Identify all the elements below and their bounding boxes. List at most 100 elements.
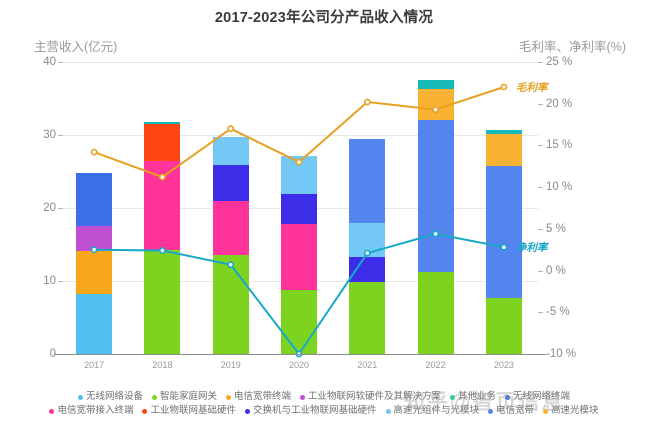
bar-segment[interactable] xyxy=(212,137,249,165)
bar-segment[interactable] xyxy=(144,250,181,354)
bar-segment[interactable] xyxy=(417,120,454,272)
y-tick-label-left: 40 xyxy=(12,56,63,68)
legend-label: 高速光组件与光模块 xyxy=(393,405,480,416)
gridline xyxy=(60,135,538,136)
y-tick-label-right: 10 % xyxy=(538,181,608,193)
legend-label: 交换机与工业物联网基础硬件 xyxy=(252,405,377,416)
legend-swatch-icon xyxy=(49,408,55,414)
series-inline-label: 净利率 xyxy=(515,242,548,255)
line-data-point[interactable] xyxy=(432,106,439,113)
y-axis-left-title: 主营收入(亿元) xyxy=(34,40,118,54)
gridline xyxy=(60,62,538,63)
bar-segment[interactable] xyxy=(212,200,249,256)
line-data-point[interactable] xyxy=(90,148,98,156)
bar-segment[interactable] xyxy=(485,129,522,135)
legend-swatch-icon xyxy=(505,394,511,400)
legend-item[interactable]: 电信宽带终端 xyxy=(225,390,291,404)
legend-swatch-icon xyxy=(385,408,391,414)
bar-column[interactable] xyxy=(281,62,317,354)
line-data-point[interactable] xyxy=(500,243,508,251)
x-tick-label: 2021 xyxy=(357,360,378,370)
bar-segment[interactable] xyxy=(349,282,386,354)
legend-label: 电信宽带 xyxy=(496,405,535,416)
bar-segment[interactable] xyxy=(485,134,522,167)
line-data-point[interactable] xyxy=(90,246,98,254)
legend-item[interactable]: 电信宽带 xyxy=(488,404,534,418)
legend-swatch-icon xyxy=(543,408,549,414)
legend-swatch-icon xyxy=(77,394,83,400)
bar-segment[interactable] xyxy=(76,294,113,354)
line-data-point[interactable] xyxy=(159,247,166,254)
legend: 无线网络设备 智能家庭网关 电信宽带终端 工业物联网软硬件及其解决方案 其他业务 无线网络… xyxy=(0,390,648,418)
bar-segment[interactable] xyxy=(144,124,181,162)
y-tick-label-left: 30 xyxy=(12,129,63,141)
bar-segment[interactable] xyxy=(281,194,317,225)
bar-column[interactable] xyxy=(212,62,249,354)
legend-label: 智能家庭网关 xyxy=(159,391,217,402)
line-series-group xyxy=(90,83,508,358)
bar-segment[interactable] xyxy=(417,80,454,89)
legend-swatch-icon xyxy=(225,394,231,400)
legend-row-1: 无线网络设备 智能家庭网关 电信宽带终端 工业物联网软硬件及其解决方案 其他业务 无线网络… xyxy=(0,390,648,404)
legend-swatch-icon xyxy=(151,394,157,400)
bar-column[interactable] xyxy=(76,62,113,354)
legend-label: 电信宽带终端 xyxy=(233,391,291,402)
legend-swatch-icon xyxy=(142,408,148,414)
line-data-point[interactable] xyxy=(159,173,166,181)
y-tick-label-right: -10 % xyxy=(538,348,608,360)
line-data-point[interactable] xyxy=(500,83,508,91)
bar-column[interactable] xyxy=(485,62,522,354)
legend-item[interactable]: 高速光组件与光模块 xyxy=(385,404,480,418)
legend-item[interactable]: 智能家庭网关 xyxy=(151,390,217,404)
bar-column[interactable] xyxy=(349,62,386,354)
line-data-point[interactable] xyxy=(363,249,371,257)
legend-item[interactable]: 电信宽带接入终端 xyxy=(49,404,133,418)
y-tick-label-left: 20 xyxy=(12,202,63,214)
legend-item[interactable]: 无线网络终端 xyxy=(505,390,570,404)
line-path xyxy=(94,232,505,355)
legend-item[interactable]: 交换机与工业物联网基础硬件 xyxy=(244,404,377,418)
legend-label: 工业物联网基础硬件 xyxy=(150,405,236,416)
bar-segment[interactable] xyxy=(485,166,522,298)
y-tick-label-right: 5 % xyxy=(538,223,608,235)
x-tick-label: 2019 xyxy=(220,360,241,370)
x-tick-label: 2023 xyxy=(493,360,514,370)
bar-segment[interactable] xyxy=(281,289,317,354)
x-tick-label: 2022 xyxy=(425,360,446,370)
y-tick-label-right: 20 % xyxy=(538,98,608,110)
legend-item[interactable]: 工业物联网软硬件及其解决方案 xyxy=(300,390,441,404)
y-tick-label-right: 25 % xyxy=(538,56,608,68)
bar-segment[interactable] xyxy=(76,172,113,226)
bar-segment[interactable] xyxy=(144,121,181,125)
x-tick-label: 2020 xyxy=(288,360,310,370)
bar-segment[interactable] xyxy=(417,271,454,354)
y-axis-right-title: 毛利率、净利率(%) xyxy=(519,40,626,54)
bar-segment[interactable] xyxy=(349,139,386,223)
bar-segment[interactable] xyxy=(212,164,249,201)
legend-label: 无线网络终端 xyxy=(513,391,571,402)
legend-row-2: 电信宽带接入终端 工业物联网基础硬件 交换机与工业物联网基础硬件 高速光组件与光模块 电… xyxy=(0,404,648,418)
bar-segment[interactable] xyxy=(76,251,113,295)
legend-swatch-icon xyxy=(488,408,494,414)
bar-segment[interactable] xyxy=(212,255,249,354)
line-data-point[interactable] xyxy=(432,230,439,238)
chart-title: 2017-2023年公司分产品收入情况 xyxy=(214,10,434,26)
legend-swatch-icon xyxy=(450,394,456,400)
legend-item[interactable]: 工业物联网基础硬件 xyxy=(142,404,236,418)
line-data-point[interactable] xyxy=(227,125,235,133)
bar-segment[interactable] xyxy=(281,224,317,290)
line-data-point[interactable] xyxy=(295,158,303,166)
y-tick-label-left: 10 xyxy=(12,275,63,287)
legend-item[interactable]: 无线网络设备 xyxy=(77,390,143,404)
legend-label: 工业物联网软硬件及其解决方案 xyxy=(308,391,442,402)
y-tick-label-right: 0 % xyxy=(538,265,608,277)
legend-item[interactable]: 高速光模块 xyxy=(543,404,599,418)
line-data-point[interactable] xyxy=(363,98,371,106)
line-data-point[interactable] xyxy=(227,261,235,269)
legend-item[interactable]: 其他业务 xyxy=(450,390,496,404)
legend-swatch-icon xyxy=(300,394,305,400)
plot-area: 0 10 20 30 40 -10 % -5 % 0 % 5 % 10 % 15 % 20 % 25 … xyxy=(43,56,576,370)
y-tick-label-right: -5 % xyxy=(538,306,608,318)
bar-segment[interactable] xyxy=(485,297,522,354)
bar-column[interactable] xyxy=(144,62,181,354)
